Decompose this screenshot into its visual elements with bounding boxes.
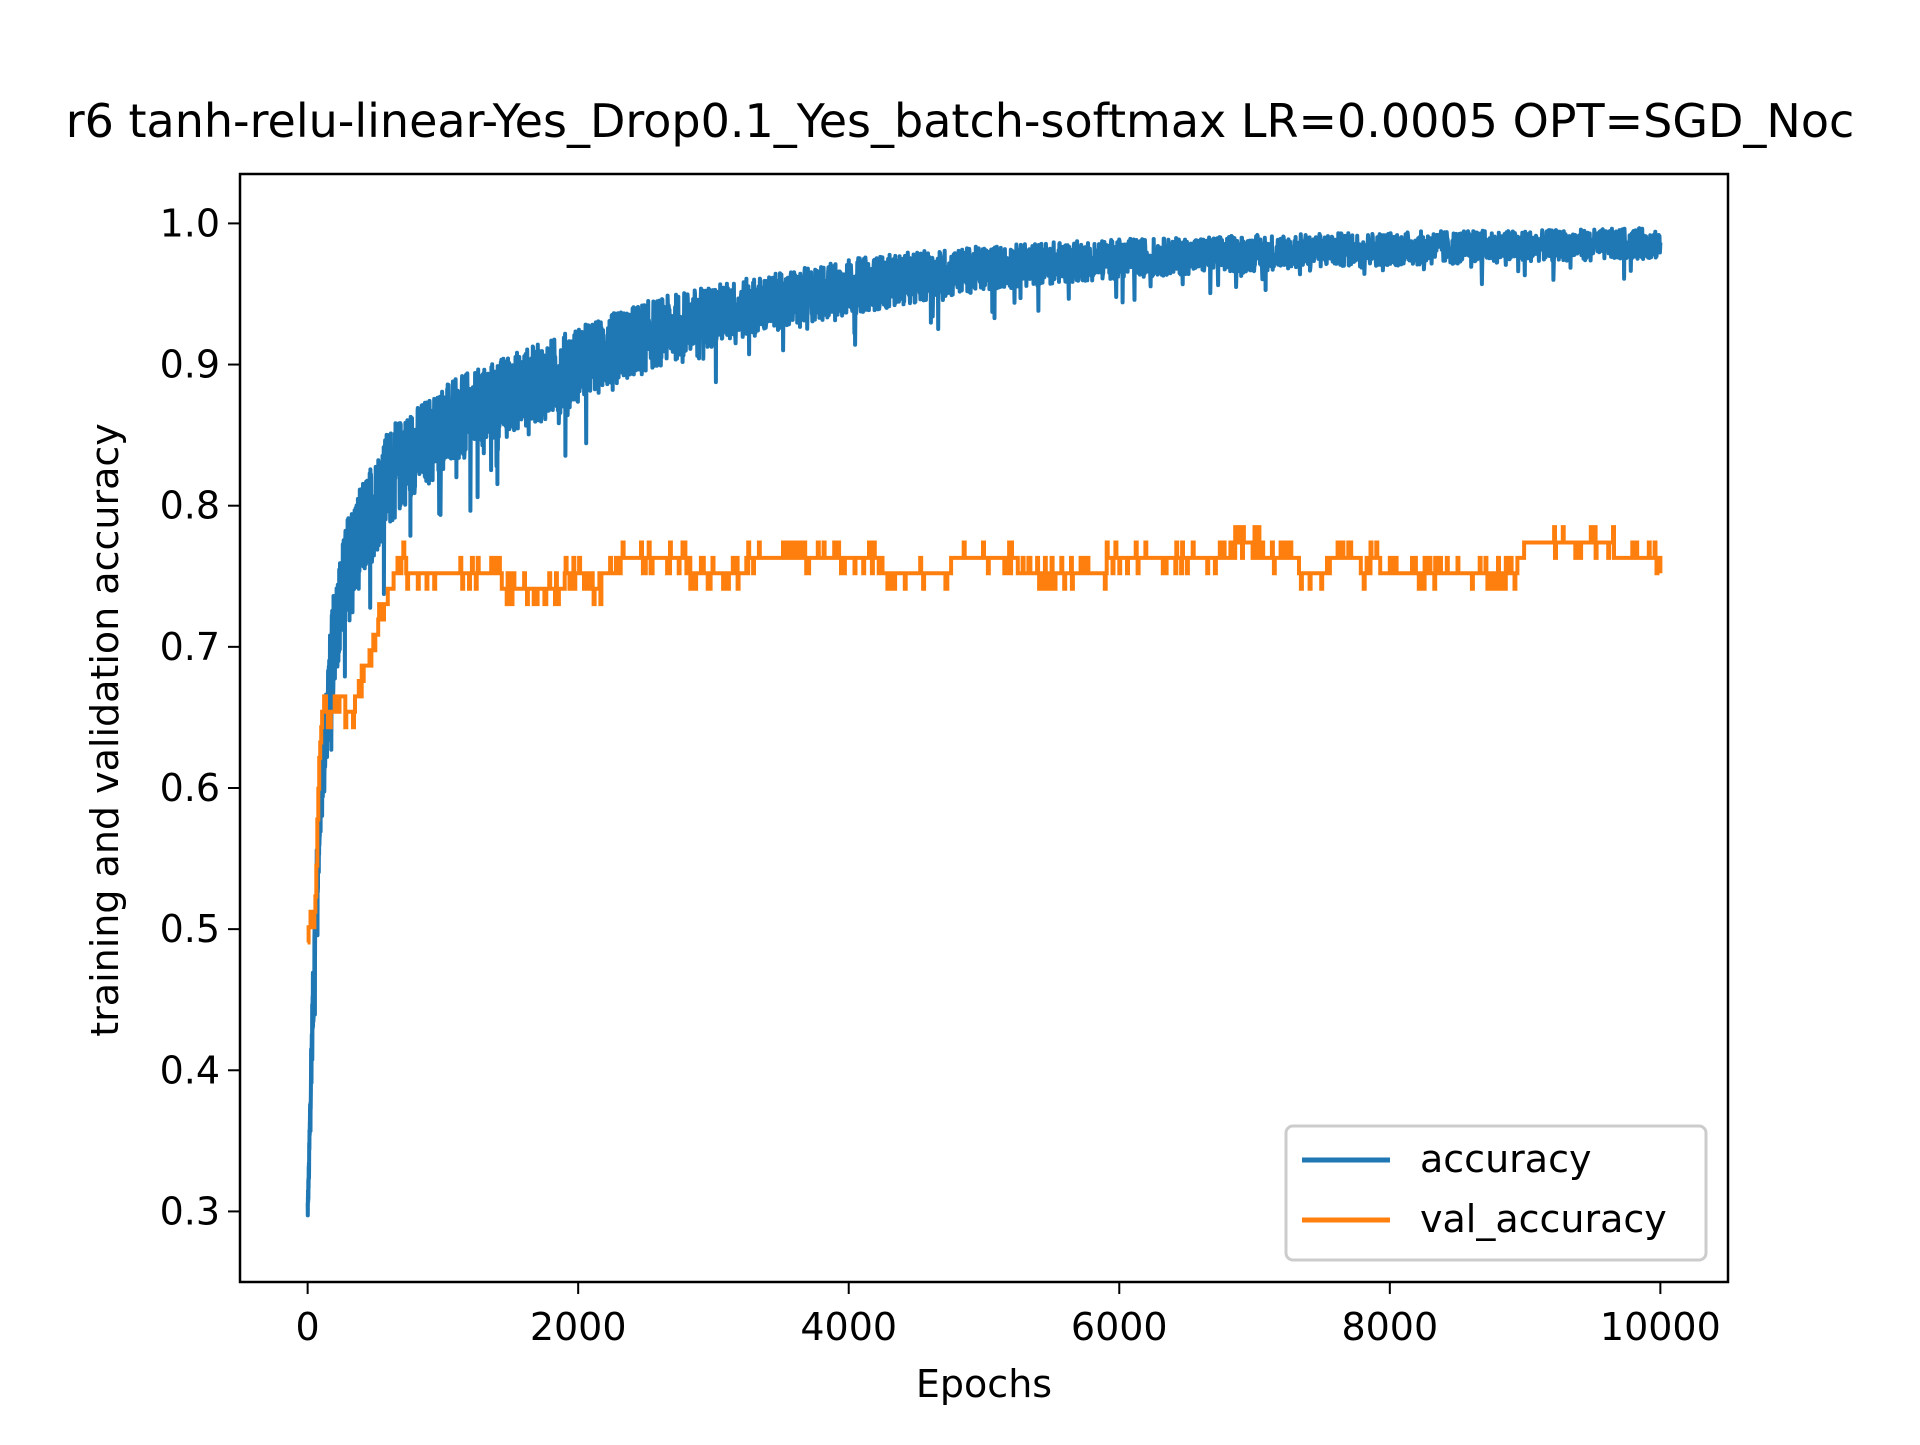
legend-frame xyxy=(1284,1124,1708,1262)
x-tick-label: 2000 xyxy=(530,1305,627,1349)
y-tick-label: 1.0 xyxy=(160,201,220,245)
x-axis-title: Epochs xyxy=(916,1362,1052,1406)
x-tick-label: 0 xyxy=(296,1305,320,1349)
axes: 0 2000 4000 6000 8000 10000 0.3 0.4 0.5 0.6 0.7 0.8… xyxy=(160,172,1730,1349)
series-line-accuracy xyxy=(305,226,1663,1218)
axes-frame xyxy=(238,172,1730,1284)
x-tick-label: 10000 xyxy=(1600,1305,1721,1349)
y-tick-label: 0.3 xyxy=(160,1189,220,1233)
y-tick-label: 0.4 xyxy=(160,1048,220,1092)
x-tick-label: 6000 xyxy=(1071,1305,1168,1349)
x-tick-label: 8000 xyxy=(1341,1305,1438,1349)
series-line-val-accuracy xyxy=(306,525,1663,945)
plot-area xyxy=(305,226,1663,1218)
y-tick-label: 0.6 xyxy=(160,766,220,810)
legend-label-val-accuracy: val_accuracy xyxy=(1420,1197,1667,1241)
y-tick-label: 0.5 xyxy=(160,907,220,951)
x-tick-label: 4000 xyxy=(800,1305,897,1349)
y-tick-label: 0.8 xyxy=(160,484,220,528)
y-axis-title: training and validation accuracy xyxy=(83,423,127,1036)
legend: accuracy val_accuracy xyxy=(1284,1124,1708,1262)
y-tick-label: 0.7 xyxy=(160,625,220,669)
y-tick-label: 0.9 xyxy=(160,343,220,387)
chart-title: r6 tanh-relu-linear-Yes_Drop0.1_Yes_batc… xyxy=(66,94,1855,148)
legend-label-accuracy: accuracy xyxy=(1420,1137,1591,1181)
